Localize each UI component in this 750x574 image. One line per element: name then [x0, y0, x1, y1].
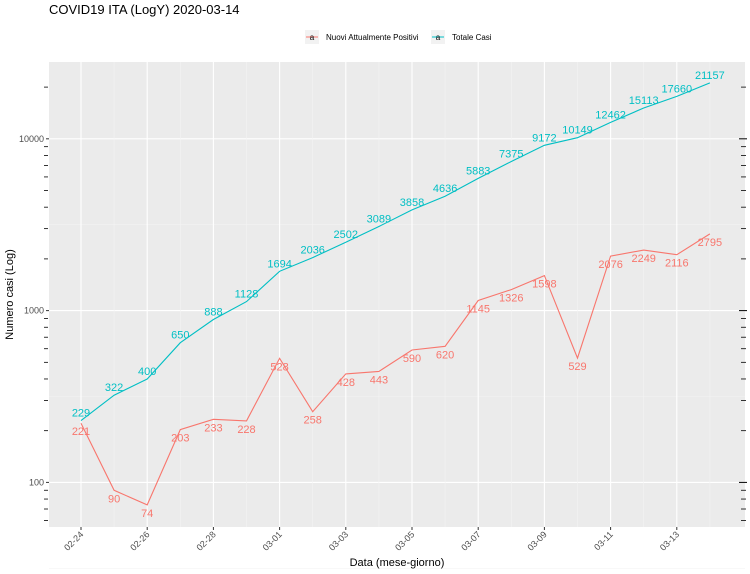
series-line-totale-casi: [80, 82, 711, 422]
data-label: 1326: [499, 293, 523, 305]
data-label: 888: [204, 306, 222, 318]
data-label: 590: [403, 353, 421, 365]
data-labels: 221 90 74 203 233 228 528 258 428 443 590 620 1145 13…: [72, 70, 725, 520]
data-label: 2076: [598, 259, 622, 271]
data-label: 5883: [466, 165, 490, 177]
data-label: 15113: [629, 95, 659, 107]
legend-label: Totale Casi: [452, 33, 492, 42]
series-lines: [80, 82, 711, 506]
data-label: 3858: [400, 197, 424, 209]
legend-key-glyph: a: [436, 33, 441, 42]
data-label: 229: [72, 408, 90, 420]
x-tick-label: 03-09: [525, 529, 548, 552]
series-line-nuovi-positivi: [80, 233, 711, 506]
data-label: 203: [171, 433, 189, 445]
data-label: 620: [436, 349, 454, 361]
x-tick-label: 02-24: [62, 529, 85, 552]
data-label: 12462: [595, 109, 626, 121]
data-label: 228: [237, 424, 255, 436]
data-label: 3089: [367, 213, 391, 225]
data-label: 428: [337, 377, 355, 389]
data-label: 2795: [698, 237, 722, 249]
x-axis-title: Data (mese-giorno): [350, 557, 445, 569]
x-tick-label: 02-28: [194, 529, 217, 552]
plot-panel: [49, 62, 745, 527]
data-label: 1694: [267, 258, 291, 270]
x-tick-label: 02-26: [128, 529, 151, 552]
data-label: 2116: [665, 258, 689, 270]
data-label: 221: [72, 426, 90, 438]
x-tick-label: 03-11: [592, 529, 615, 552]
x-tick-label: 03-03: [327, 529, 350, 552]
data-label: 21157: [695, 70, 725, 82]
data-label: 233: [204, 422, 222, 434]
legend: a Nuovi Attualmente Positivi a Totale Casi: [305, 30, 492, 44]
data-label: 529: [568, 361, 586, 373]
data-label: 258: [304, 415, 322, 427]
data-label: 322: [105, 382, 123, 394]
legend-label: Nuovi Attualmente Positivi: [326, 33, 419, 42]
x-tick-label: 03-07: [459, 529, 482, 552]
chart-title: COVID19 ITA (LogY) 2020-03-14: [49, 2, 240, 17]
axis-ticks: [44, 86, 747, 530]
x-tick-label: 03-01: [261, 529, 284, 552]
data-label: 74: [141, 508, 153, 520]
y-tick-label: 10000: [19, 134, 44, 144]
y-tick-label: 100: [29, 477, 44, 487]
data-label: 17660: [662, 83, 693, 95]
x-tick-label: 03-05: [393, 529, 416, 552]
data-label: 1145: [466, 304, 490, 316]
data-label: 4636: [433, 183, 457, 195]
data-label: 2249: [631, 253, 655, 265]
data-label: 1128: [235, 289, 259, 301]
data-label: 9172: [532, 132, 556, 144]
data-label: 650: [171, 330, 189, 342]
data-label: 2502: [334, 229, 358, 241]
y-tick-label: 1000: [24, 306, 44, 316]
legend-key-glyph: a: [310, 33, 315, 42]
data-label: 443: [370, 374, 388, 386]
data-label: 400: [138, 366, 156, 378]
data-label: 528: [270, 361, 288, 373]
data-label: 10149: [562, 125, 593, 137]
data-label: 90: [108, 493, 120, 505]
data-label: 1598: [532, 279, 556, 291]
data-label: 7375: [499, 149, 523, 161]
data-label: 2036: [300, 245, 324, 257]
x-tick-label: 03-13: [658, 529, 681, 552]
gridlines: [49, 62, 745, 569]
y-axis-title: Numero casi (Log): [4, 249, 16, 339]
